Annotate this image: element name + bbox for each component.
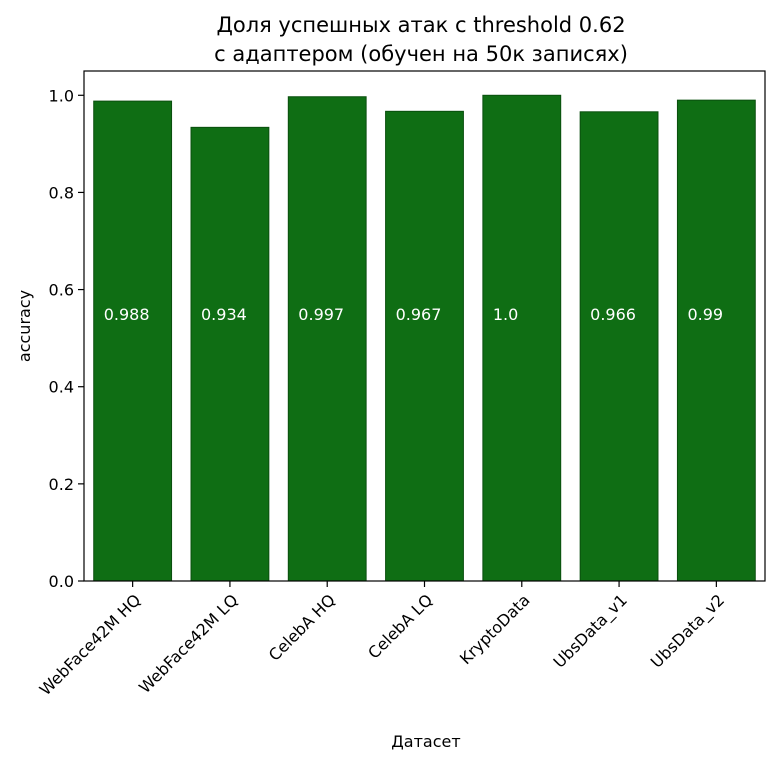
bar-value-label-4: 1.0 — [493, 305, 518, 324]
x-tick-label-0: WebFace42M HQ — [36, 590, 145, 699]
y-tick-label-4: 0.8 — [49, 183, 74, 202]
y-tick-label-5: 1.0 — [49, 86, 74, 105]
x-tick-label-4: KryptoData — [456, 590, 534, 668]
bar-value-label-0: 0.988 — [104, 305, 150, 324]
y-axis: 0.0 0.2 0.4 0.6 0.8 1.0 — [49, 86, 84, 591]
x-tick-label-5: UbsData_v1 — [550, 590, 632, 672]
x-tick-label-3: CelebA LQ — [364, 590, 436, 662]
bar-2 — [287, 96, 367, 582]
chart-title-line-1: Доля успешных атак с threshold 0.62 — [216, 13, 625, 37]
bars-group — [93, 94, 756, 582]
value-labels-group: 0.988 0.934 0.997 0.967 1.0 0.966 0.99 — [104, 305, 723, 324]
bar-value-label-6: 0.99 — [687, 305, 723, 324]
x-tick-label-6: UbsData_v2 — [647, 590, 729, 672]
bar-value-label-3: 0.967 — [396, 305, 442, 324]
chart-title-line-2: с адаптером (обучен на 50к записях) — [214, 42, 628, 66]
y-tick-label-2: 0.4 — [49, 378, 74, 397]
bar-3 — [385, 110, 464, 582]
bar-value-label-1: 0.934 — [201, 305, 247, 324]
bar-5 — [579, 111, 659, 582]
bar-6 — [676, 99, 756, 582]
chart-title: Доля успешных атак с threshold 0.62 с ад… — [214, 13, 628, 66]
bar-4 — [482, 94, 562, 582]
x-tick-label-2: CelebA HQ — [265, 590, 339, 664]
x-axis-label: Датасет — [391, 732, 460, 751]
bar-0 — [93, 100, 173, 582]
bar-1 — [190, 126, 270, 582]
bar-value-label-5: 0.966 — [590, 305, 636, 324]
y-axis-label: accuracy — [15, 290, 34, 362]
y-tick-label-3: 0.6 — [49, 281, 74, 300]
y-tick-label-1: 0.2 — [49, 475, 74, 494]
bar-value-label-2: 0.997 — [298, 305, 344, 324]
x-tick-label-1: WebFace42M LQ — [135, 590, 242, 697]
y-tick-label-0: 0.0 — [49, 572, 74, 591]
